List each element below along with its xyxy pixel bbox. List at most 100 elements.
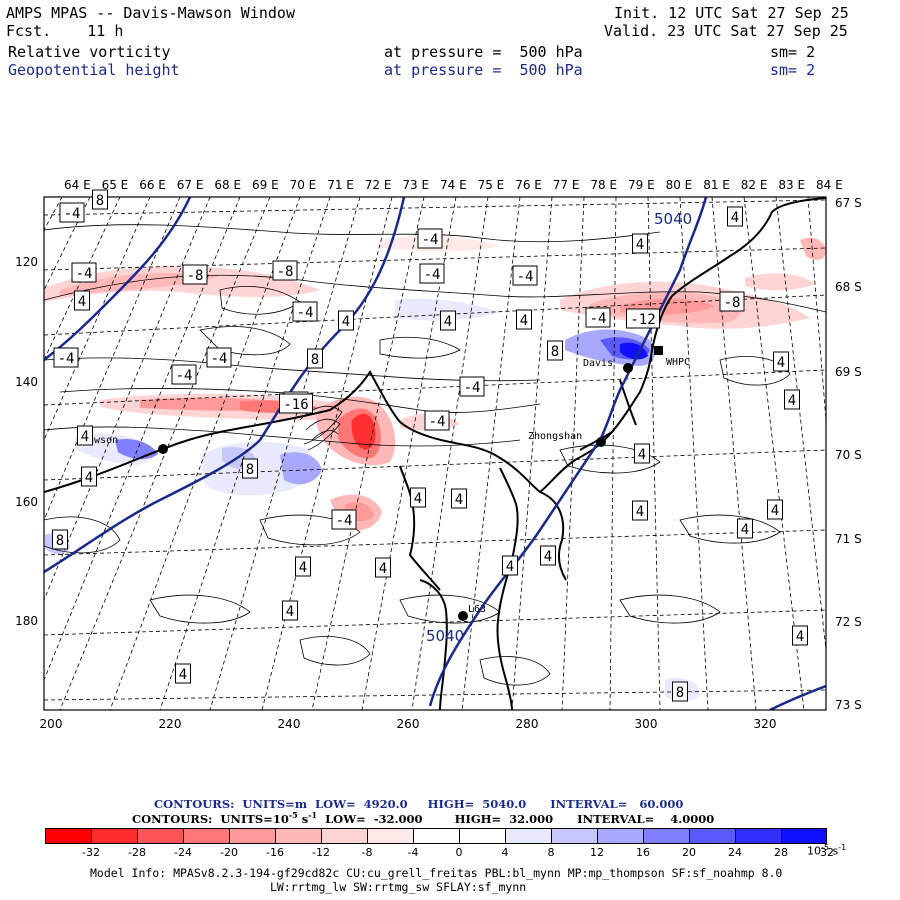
- lon-label: 67 E: [177, 178, 204, 192]
- contour-label-box: [331, 509, 357, 530]
- contour-label-box: [626, 308, 660, 329]
- contour-label-box: [175, 663, 191, 684]
- contour-label: 4: [767, 499, 783, 520]
- lon-label: 79 E: [628, 178, 655, 192]
- colorbar-tick-label: -28: [128, 846, 146, 859]
- colorbar-tick-label: -12: [312, 846, 330, 859]
- stations: [158, 346, 663, 621]
- model-info-line2: LW:rrtmg_lw SW:rrtmg_sw SFLAY:sf_mynn: [270, 880, 527, 894]
- contour-label-box: [727, 206, 743, 227]
- contour-label-text: -16: [283, 397, 308, 413]
- lat-label: 70 S: [835, 448, 862, 462]
- contour-label-box: [672, 681, 688, 702]
- contour-label-box: [292, 301, 318, 322]
- field1-level: at pressure = 500 hPa: [384, 43, 583, 61]
- colorbar-swatch: [735, 828, 781, 844]
- contour-label-box: [92, 189, 108, 210]
- lat-label: 73 S: [835, 698, 862, 712]
- contour-label-box: [295, 556, 311, 577]
- lon-label: 73 E: [402, 178, 429, 192]
- unit-base: 10: [807, 844, 821, 858]
- contour-label-text: -8: [724, 295, 741, 311]
- contour-label: -12: [626, 308, 660, 329]
- contour-label-text: 4: [638, 447, 646, 463]
- contour-label: 4: [792, 625, 808, 646]
- contour-label-box: [737, 518, 753, 539]
- colorbar-swatch: [413, 828, 459, 844]
- lon-label: 66 E: [139, 178, 166, 192]
- vorticity-contour-labels: -4-4-4-4-4-4-4-4-4-4-4-4-4-4-8-8-8-12-16…: [52, 189, 808, 702]
- station-dot-l63: [458, 611, 468, 621]
- x-axis-ticks: 200 220 240 260 280 300 320: [40, 717, 777, 731]
- colorbar-swatch: [367, 828, 413, 844]
- valid-time: Valid. 23 UTC Sat 27 Sep 25: [604, 22, 848, 40]
- lon-label: 64 E: [64, 178, 91, 192]
- contour-label-box: [77, 425, 93, 446]
- contour-label-text: 4: [520, 313, 528, 329]
- colorbar-swatch: [229, 828, 275, 844]
- contour-label: -4: [71, 262, 97, 283]
- contour-label: 4: [410, 487, 426, 508]
- colorbar-swatch: [597, 828, 643, 844]
- contour-label-text: -4: [176, 368, 193, 384]
- station-dot-whpc: [654, 346, 663, 355]
- colorbar-tick-label: 8: [547, 846, 555, 859]
- colorbar-tick-label: 0: [455, 846, 463, 859]
- contour-label: 4: [295, 556, 311, 577]
- lon-label: 69 E: [252, 178, 279, 192]
- height-contour-labels: 5040 5040: [426, 210, 692, 645]
- contour-label-box: [282, 600, 298, 621]
- contour-label: 4: [451, 488, 467, 509]
- contour-label: -4: [417, 228, 443, 249]
- contour-label-text: 4: [81, 429, 89, 445]
- y-tick-label: 180: [15, 614, 38, 628]
- contour-label-text: -4: [211, 351, 228, 367]
- contour-label: -8: [272, 260, 298, 281]
- contour-label-text: 8: [551, 344, 559, 360]
- colorbar-swatch: [643, 828, 689, 844]
- station-dot-davis: [623, 363, 633, 373]
- contour-label: 4: [502, 555, 518, 576]
- y-tick-label: 140: [15, 375, 38, 389]
- contour-label-box: [419, 263, 445, 284]
- plot-title: AMPS MPAS -- Davis-Mawson Window: [6, 4, 295, 22]
- station-label: Davis: [583, 358, 613, 369]
- contour-label-box: [81, 466, 97, 487]
- contour-label: 8: [547, 340, 563, 361]
- contour-label: 4: [632, 233, 648, 254]
- contour-label-text: -4: [464, 380, 481, 396]
- contour-label-box: [242, 458, 258, 479]
- lon-label: 80 E: [666, 178, 693, 192]
- station-dot-mawson: [158, 444, 168, 454]
- colorbar-swatch: [183, 828, 229, 844]
- height-contours-info: CONTOURS: UNITS=m LOW= 4920.0 HIGH= 5040…: [154, 797, 684, 811]
- contour-label-box: [272, 260, 298, 281]
- contour-label: 4: [737, 518, 753, 539]
- contour-label-text: 8: [246, 462, 254, 478]
- contour-label: -8: [719, 291, 745, 312]
- lat-label: 67 S: [835, 196, 862, 210]
- contour-label-box: [512, 265, 538, 286]
- contour-label-text: 8: [311, 352, 319, 368]
- station-label: WHPC: [666, 357, 690, 368]
- contour-label: -4: [585, 307, 611, 328]
- contour-label: -4: [419, 263, 445, 284]
- lon-label: 68 E: [214, 178, 241, 192]
- contour-label-text: -4: [76, 266, 93, 282]
- lon-label: 65 E: [102, 178, 129, 192]
- contour-label: 4: [81, 466, 97, 487]
- contour-label: 4: [773, 351, 789, 372]
- x-tick-label: 280: [516, 717, 539, 731]
- contour-label-box: [773, 351, 789, 372]
- height-label: 5040: [654, 210, 692, 228]
- unit-s: s: [832, 844, 839, 858]
- geopotential-height-contours: [44, 197, 826, 710]
- contour-label-text: 4: [796, 629, 804, 645]
- contour-label-box: [53, 347, 79, 368]
- contour-label: 4: [540, 545, 556, 566]
- contour-label: 4: [784, 389, 800, 410]
- contour-label-box: [182, 264, 208, 285]
- contour-label-text: 4: [299, 560, 307, 576]
- contour-label-text: 4: [342, 314, 350, 330]
